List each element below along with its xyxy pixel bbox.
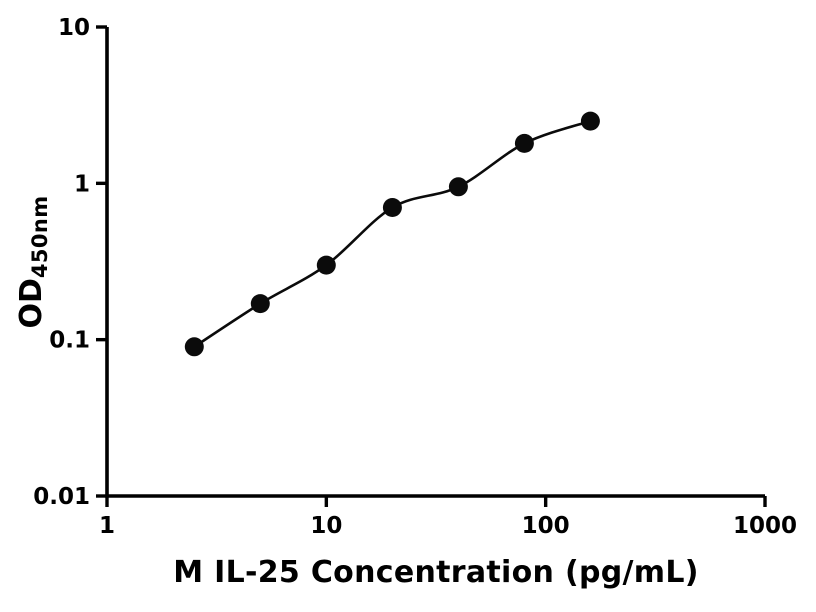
y-axis-title-subscript: 450nm <box>27 195 52 279</box>
x-tick-label: 1 <box>99 513 115 539</box>
x-tick-label: 1000 <box>733 513 797 539</box>
data-point <box>514 133 534 153</box>
data-point <box>382 198 402 217</box>
data-point <box>448 177 468 197</box>
x-axis-title: M IL-25 Concentration (pg/mL) <box>173 555 699 590</box>
data-point <box>580 111 600 131</box>
data-point <box>250 294 270 314</box>
axis-spines <box>105 27 765 498</box>
y-tick-label: 0.01 <box>33 484 90 510</box>
x-tick-label: 10 <box>310 513 342 539</box>
x-tick-label: 100 <box>522 513 570 539</box>
y-axis-title-main: OD <box>14 278 50 329</box>
data-point <box>316 255 336 275</box>
y-tick-label: 10 <box>58 15 90 41</box>
fit-curve <box>193 119 591 348</box>
y-tick-label: 0.1 <box>49 328 90 354</box>
y-tick-label: 1 <box>74 171 90 197</box>
y-axis-title: OD450nm <box>14 195 52 328</box>
data-point <box>184 337 204 357</box>
